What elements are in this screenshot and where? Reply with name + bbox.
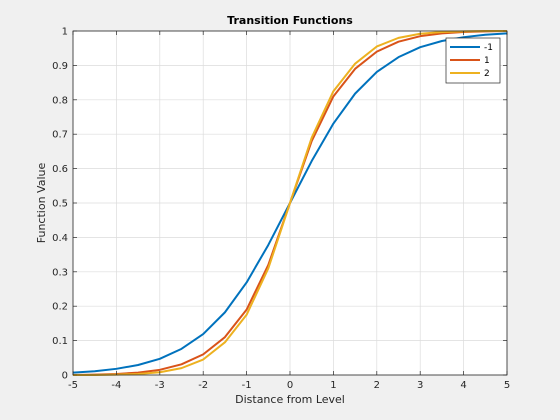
x-tick-label: -3 <box>155 380 165 391</box>
legend: -1 1 2 <box>445 37 501 84</box>
x-tick-label: -2 <box>198 380 208 391</box>
x-tick-label: 4 <box>460 380 466 391</box>
y-tick-label: 0.2 <box>52 302 68 313</box>
series-line-2 <box>73 30 507 376</box>
y-tick-label: 0.3 <box>52 267 68 278</box>
x-tick-label: 5 <box>504 380 510 391</box>
chart-title: Transition Functions <box>227 14 353 27</box>
x-tick-label: -1 <box>242 380 252 391</box>
legend-label-0: -1 <box>484 43 493 53</box>
y-tick-label: 0.5 <box>52 199 68 210</box>
x-tick-label: 2 <box>374 380 380 391</box>
legend-label-2: 2 <box>484 69 490 79</box>
y-tick-label: 0.6 <box>52 164 68 175</box>
y-tick-label: 0.1 <box>52 336 68 347</box>
y-tick-label: 0.4 <box>52 233 68 244</box>
ticks: -5 -4 -3 -2 -1 0 1 2 3 4 5 0 0.1 0.2 0.3 0.4 0.5 0.6 0.7 0.… <box>52 27 510 392</box>
y-tick-label: 1 <box>62 27 68 38</box>
y-axis-label: Function Value <box>35 163 48 244</box>
x-tick-label: 0 <box>287 380 293 391</box>
x-tick-label: -5 <box>68 380 78 391</box>
x-tick-label: 1 <box>330 380 336 391</box>
y-tick-label: 0.8 <box>52 95 68 106</box>
y-tick-label: 0 <box>62 371 68 382</box>
y-tick-label: 0.7 <box>52 130 68 141</box>
x-axis-label: Distance from Level <box>235 393 345 406</box>
x-tick-label: 3 <box>417 380 423 391</box>
x-tick-label: -4 <box>111 380 121 391</box>
legend-label-1: 1 <box>484 56 490 66</box>
y-tick-label: 0.9 <box>52 61 68 72</box>
series-group <box>72 30 508 376</box>
